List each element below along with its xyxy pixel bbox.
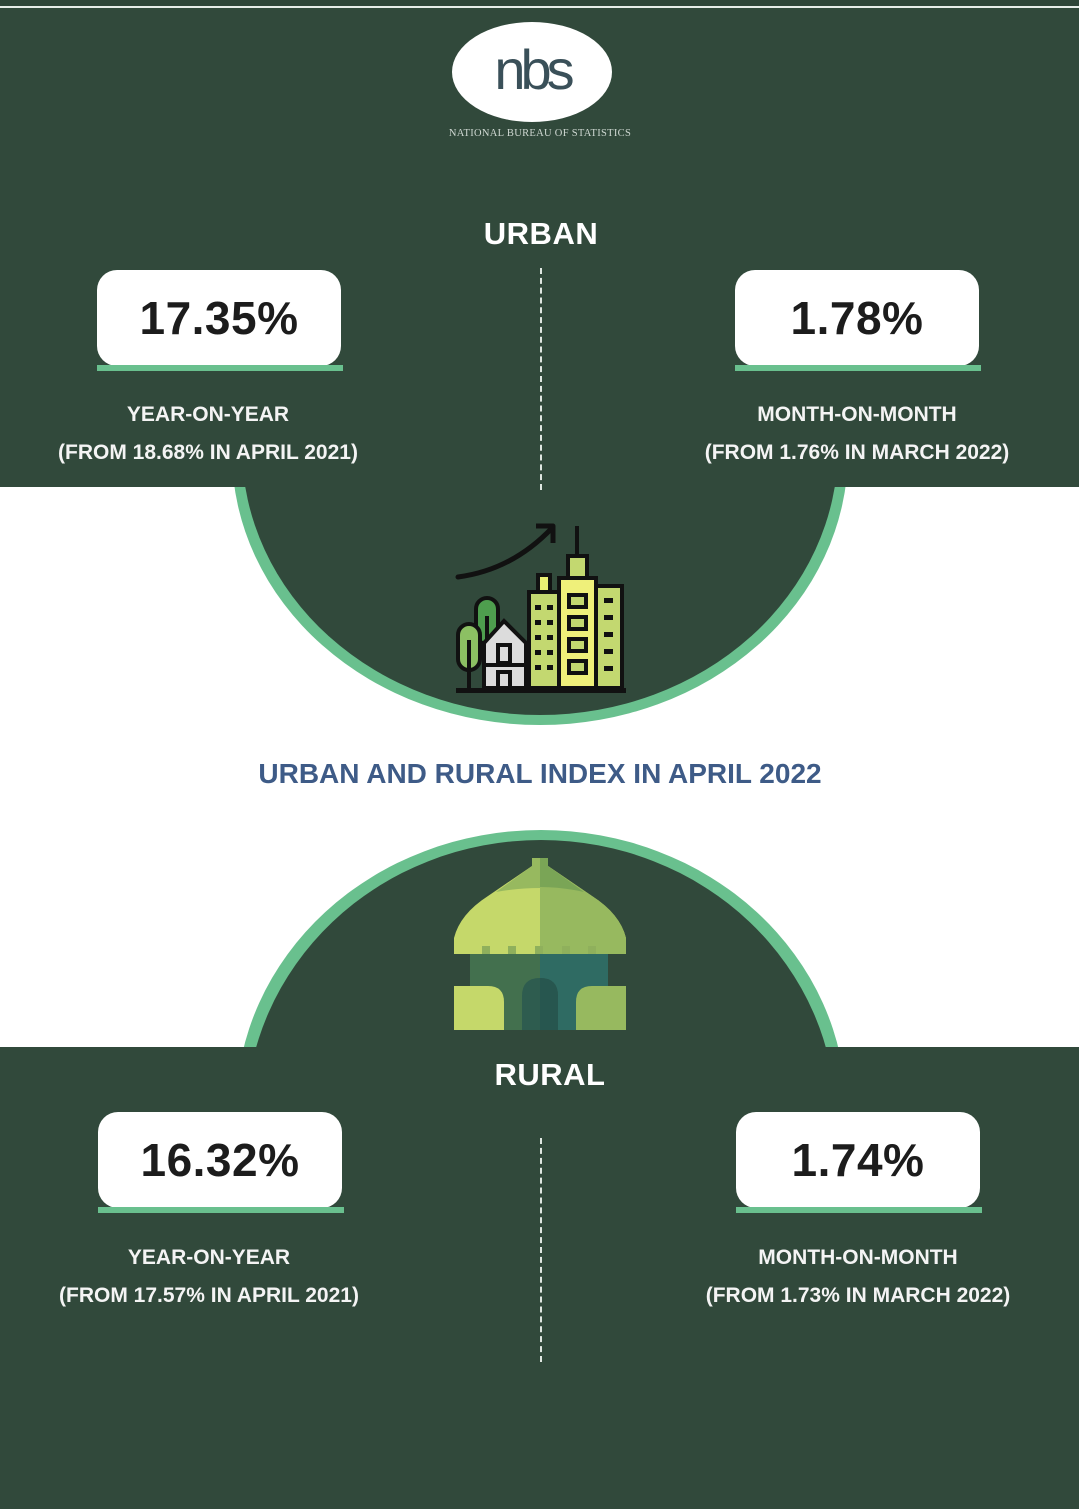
rural-divider <box>540 1138 542 1362</box>
logo-caption: NATIONAL BUREAU OF STATISTICS <box>448 128 632 139</box>
rural-yoy-note: (FROM 17.57% IN APRIL 2021) <box>59 1284 359 1307</box>
rural-yoy-underline <box>98 1207 344 1213</box>
rural-mom-label-block: MONTH-ON-MONTH (FROM 1.73% IN MARCH 2022… <box>658 1239 1058 1315</box>
urban-mom-note: (FROM 1.76% IN MARCH 2022) <box>704 441 1010 464</box>
hut-icon <box>452 856 628 1037</box>
rural-yoy-label-block: YEAR-ON-YEAR (FROM 17.57% IN APRIL 2021) <box>9 1239 409 1315</box>
urban-mom-underline <box>735 365 981 371</box>
rural-title: RURAL <box>494 1057 606 1092</box>
urban-yoy-label-block: YEAR-ON-YEAR (FROM 18.68% IN APRIL 2021) <box>8 396 408 472</box>
top-border <box>0 0 1079 6</box>
urban-yoy-note: (FROM 18.68% IN APRIL 2021) <box>58 441 358 464</box>
urban-mom-value: 1.78% <box>790 292 924 344</box>
rural-mom-label: MONTH-ON-MONTH <box>758 1246 958 1269</box>
rural-mom-underline <box>736 1207 982 1213</box>
top-border-highlight <box>0 6 1079 8</box>
urban-yoy-value: 17.35% <box>139 292 299 344</box>
urban-yoy-value-box: 17.35% <box>97 270 341 366</box>
urban-mom-value-box: 1.78% <box>735 270 979 366</box>
urban-yoy-label: YEAR-ON-YEAR <box>126 403 290 426</box>
rural-yoy-value: 16.32% <box>140 1134 300 1186</box>
rural-mom-value-box: 1.74% <box>736 1112 980 1208</box>
urban-divider <box>540 268 542 490</box>
rural-mom-note: (FROM 1.73% IN MARCH 2022) <box>705 1284 1011 1307</box>
logo-text: nbs <box>494 37 574 101</box>
city-growth-icon <box>452 520 628 701</box>
urban-mom-label: MONTH-ON-MONTH <box>757 403 957 426</box>
urban-title: URBAN <box>483 216 599 251</box>
urban-mom-label-block: MONTH-ON-MONTH (FROM 1.76% IN MARCH 2022… <box>657 396 1057 472</box>
urban-yoy-underline <box>97 365 343 371</box>
rural-mom-value: 1.74% <box>791 1134 925 1186</box>
main-title: URBAN AND RURAL INDEX IN APRIL 2022 <box>258 758 822 789</box>
nbs-logo: nbs <box>452 22 612 122</box>
rural-yoy-value-box: 16.32% <box>98 1112 342 1208</box>
rural-yoy-label: YEAR-ON-YEAR <box>127 1246 291 1269</box>
